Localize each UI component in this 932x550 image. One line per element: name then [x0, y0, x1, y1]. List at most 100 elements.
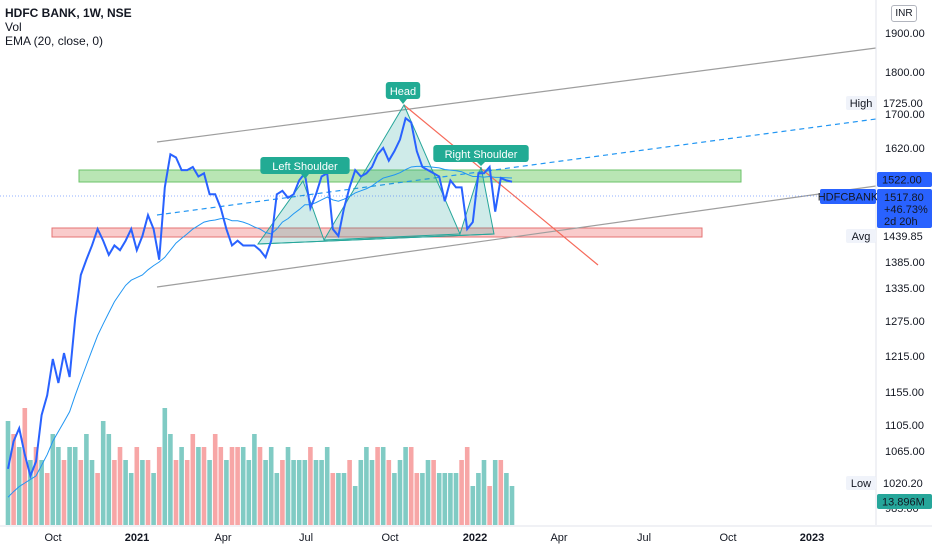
volume-bar — [11, 434, 16, 525]
price-tick-label: 1065.00 — [885, 446, 925, 458]
volume-bar — [173, 460, 179, 525]
right-shoulder-label-pointer — [477, 162, 485, 166]
volume-bar — [229, 447, 235, 525]
volume-bar — [252, 434, 257, 525]
volume-bar — [72, 447, 78, 525]
volume-bar — [78, 460, 84, 525]
pattern-base — [257, 233, 495, 245]
high-tag: High — [846, 96, 876, 110]
volume-bar — [448, 473, 453, 525]
volume-bar — [459, 460, 464, 525]
level-badge: 1522.00 — [877, 172, 932, 187]
volume-bar — [184, 460, 190, 525]
head-label-bg — [385, 82, 421, 99]
series-lines — [0, 116, 820, 498]
volume-bar — [324, 447, 330, 525]
upper-channel-line — [156, 47, 877, 143]
price-tick-label: 1900.00 — [885, 28, 925, 40]
volume-bar — [341, 473, 347, 525]
high-value-text: 1725.00 — [883, 98, 923, 110]
volume-bar — [296, 460, 302, 525]
time-tick-label: 2021 — [125, 532, 149, 544]
price-tick-label: 1800.00 — [885, 67, 925, 79]
volume-bar — [50, 434, 56, 525]
time-tick-label: 2023 — [800, 532, 824, 544]
volume-bar — [442, 473, 448, 525]
volume-bar — [162, 408, 168, 525]
volume-bar — [380, 447, 386, 525]
volume-bar — [212, 434, 218, 525]
volume-bar — [22, 408, 28, 525]
volume-bar — [246, 460, 252, 525]
time-tick-label: Apr — [550, 532, 567, 544]
price-axis[interactable]: 1900.00 1800.00 1700.00 1620.00 1385.00 1335.… — [875, 0, 925, 525]
volume-bar — [39, 460, 44, 525]
volume-bar — [498, 460, 504, 525]
high-tag-text: High — [850, 98, 873, 110]
resistance-zone — [78, 169, 742, 183]
level-badge-text: 1522.00 — [882, 175, 922, 187]
volume-bar — [308, 447, 313, 525]
low-tag-text: Low — [851, 478, 871, 490]
right-shoulder-label: Right Shoulder — [433, 145, 529, 166]
downtrend-line — [403, 104, 599, 266]
avg-value: 1439.85 — [878, 229, 932, 243]
volume-bars — [5, 408, 515, 525]
lower-channel-line — [156, 185, 877, 288]
avg-tag: Avg — [846, 229, 876, 243]
left-shoulder-label-bg — [260, 157, 350, 174]
low-value: 1020.20 — [878, 476, 932, 490]
avg-tag-bg — [846, 229, 876, 243]
volume-bar — [140, 460, 145, 525]
time-tick-label: Oct — [44, 532, 61, 544]
volume-bar — [240, 447, 246, 525]
volume-badge: 13.896M — [877, 494, 932, 509]
time-tick-label: Oct — [381, 532, 398, 544]
volume-bar — [112, 460, 117, 525]
volume-bar — [403, 447, 408, 525]
currency-button[interactable]: INR — [891, 5, 917, 22]
volume-bar — [268, 447, 274, 525]
symbol-badge: HDFCBANK — [818, 189, 879, 204]
volume-bar — [123, 460, 128, 525]
price-tick-label: 1700.00 — [885, 109, 925, 121]
pattern-shape — [256, 103, 495, 245]
volume-bar — [386, 460, 392, 525]
volume-bar — [330, 473, 336, 525]
volume-bar — [364, 447, 369, 525]
volume-bar — [487, 486, 492, 525]
pattern-labels[interactable]: Head Left Shoulder Right Shoulder — [260, 82, 529, 179]
left-shoulder-label-text: Left Shoulder — [272, 161, 338, 173]
legend-symbol[interactable]: HDFC BANK, 1W, NSE — [5, 6, 132, 20]
volume-bar — [436, 473, 442, 525]
volume-bar — [134, 447, 140, 525]
volume-bar — [504, 473, 509, 525]
high-value-bg — [878, 96, 932, 110]
volume-bar — [274, 473, 280, 525]
head-label-pointer — [399, 99, 407, 104]
price-stack: 1517.80+46.73%2d 20h — [877, 189, 932, 228]
volume-bar — [100, 421, 106, 525]
avg-tag-text: Avg — [852, 231, 871, 243]
head-shoulders-pattern[interactable] — [256, 103, 495, 245]
volume-bar — [190, 434, 196, 525]
volume-bar — [263, 460, 268, 525]
avg-value-bg — [878, 229, 932, 243]
time-axis[interactable]: Oct 2021 Apr Jul Oct 2022 Apr Jul Oct 2023 — [0, 525, 932, 544]
volume-bar — [201, 447, 207, 525]
volume-bar — [431, 460, 436, 525]
volume-bar — [280, 460, 285, 525]
left-shoulder-label-pointer — [301, 174, 309, 179]
legend-ema[interactable]: EMA (20, close, 0) — [5, 34, 104, 48]
volume-bar — [156, 447, 162, 525]
time-tick-label: Oct — [719, 532, 736, 544]
avg-value-text: 1439.85 — [883, 231, 923, 243]
volume-bar — [470, 486, 476, 525]
right-shoulder-label-bg — [433, 145, 529, 162]
volume-bar — [257, 447, 263, 525]
price-tick-label: 1275.00 — [885, 316, 925, 328]
legend-vol[interactable]: Vol — [5, 20, 22, 34]
volume-badge-text: 13.896M — [882, 497, 925, 509]
